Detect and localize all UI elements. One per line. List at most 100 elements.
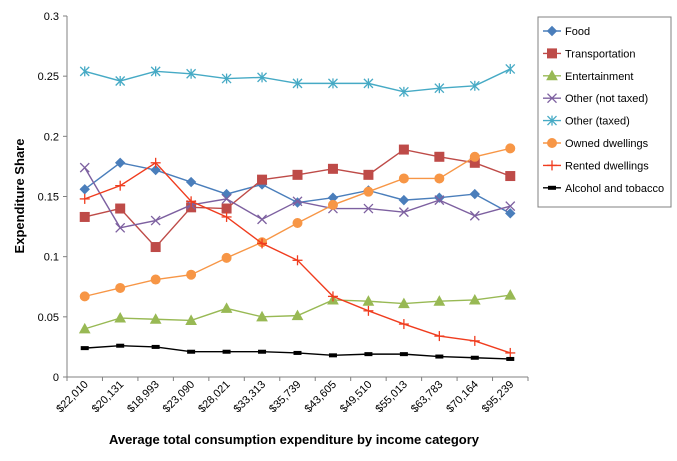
data-point [114, 312, 127, 323]
data-point [291, 309, 304, 321]
series-other-taxed [79, 63, 516, 97]
series-food [79, 157, 516, 219]
legend-marker [547, 138, 557, 148]
data-point [116, 343, 125, 348]
data-point [221, 203, 232, 214]
data-point [220, 302, 233, 313]
y-tick-label: 0.15 [38, 192, 59, 204]
series-alcohol-and-tobacco [80, 343, 515, 361]
data-point [505, 171, 516, 182]
data-point [114, 157, 126, 169]
data-point [469, 151, 480, 162]
data-point [80, 346, 89, 351]
data-point [468, 293, 481, 305]
legend-label: Food [565, 26, 590, 38]
data-point [434, 331, 445, 342]
series-entertainment [78, 289, 517, 334]
data-point [505, 201, 516, 212]
data-point [79, 162, 90, 173]
data-point [115, 203, 126, 214]
data-point [257, 214, 267, 225]
data-point [328, 78, 338, 89]
y-tick-label: 0.1 [44, 252, 59, 264]
y-tick-label: 0.25 [38, 71, 59, 83]
legend: Food Transportation Entertainment Other (no… [537, 16, 672, 208]
data-point [221, 252, 232, 263]
data-point [292, 196, 303, 207]
data-point [292, 78, 303, 89]
data-point [505, 347, 516, 358]
legend-item: Alcohol and tobacco [543, 183, 664, 195]
data-point [150, 66, 161, 77]
data-point [363, 78, 374, 89]
data-point [363, 203, 374, 214]
legend-item: Rented dwellings [543, 160, 649, 172]
legend-marker [546, 25, 558, 37]
data-point [115, 222, 126, 233]
series-owned-dwellings [79, 143, 516, 302]
data-point [505, 143, 516, 154]
data-point [327, 199, 338, 210]
data-point [292, 169, 303, 180]
data-point [185, 314, 197, 325]
y-tick-label: 0.3 [44, 11, 59, 23]
data-point [79, 193, 90, 204]
data-point [221, 193, 232, 204]
x-axis-title: Average total consumption expenditure by… [109, 432, 480, 447]
data-point [78, 322, 91, 334]
data-point [399, 352, 408, 357]
legend-label: Entertainment [565, 71, 633, 83]
data-point [79, 211, 90, 222]
y-tick-label: 0.2 [44, 131, 59, 143]
data-point [186, 68, 197, 79]
data-point [257, 238, 268, 249]
data-point [79, 184, 90, 195]
data-point [398, 297, 410, 309]
data-point [506, 356, 515, 361]
data-point [505, 63, 516, 74]
data-point [469, 210, 480, 221]
data-point [187, 349, 196, 354]
data-point [362, 295, 375, 306]
legend-marker [547, 115, 557, 126]
legend-marker [547, 48, 557, 59]
data-point [505, 208, 516, 219]
data-point [186, 269, 197, 280]
data-point [257, 72, 267, 83]
data-point [504, 289, 517, 300]
data-point [151, 344, 160, 349]
data-point [398, 319, 409, 330]
series-rented-dwellings [79, 157, 516, 358]
data-point [364, 352, 373, 357]
data-point [150, 215, 161, 226]
legend-marker [546, 69, 558, 81]
y-tick-label: 0.05 [38, 312, 59, 324]
legend-label: Other (taxed) [565, 116, 630, 128]
data-point [398, 144, 409, 155]
data-point [293, 350, 302, 355]
legend-item: Transportation [543, 48, 636, 60]
legend-item: Entertainment [543, 69, 633, 83]
data-point [115, 180, 126, 191]
data-point [149, 313, 162, 324]
data-point [256, 310, 268, 322]
data-point [398, 173, 409, 184]
data-point [328, 353, 337, 358]
data-point [292, 197, 303, 208]
legend-box [537, 16, 672, 208]
data-point [221, 73, 232, 84]
data-point [327, 291, 338, 302]
legend-item: Other (taxed) [543, 115, 630, 128]
data-point [222, 349, 231, 354]
data-point [292, 217, 303, 228]
data-point [434, 83, 445, 94]
data-point [150, 274, 161, 285]
data-point [257, 174, 268, 185]
data-point [435, 354, 444, 359]
data-point [398, 207, 409, 218]
data-point [292, 255, 303, 266]
legend-item: Other (not taxed) [543, 93, 648, 105]
legend-marker [547, 93, 557, 104]
